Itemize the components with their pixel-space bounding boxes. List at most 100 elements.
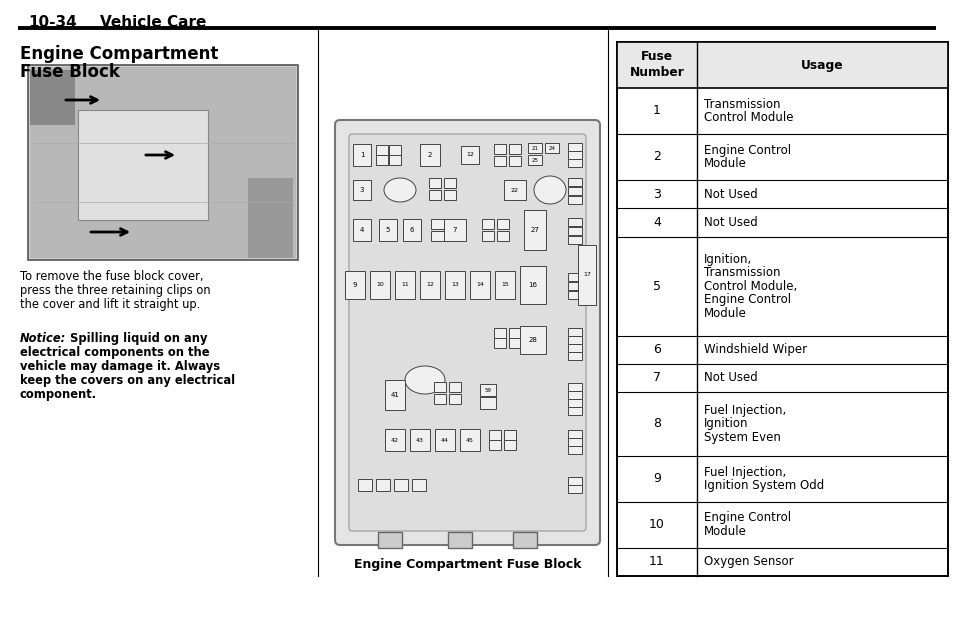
FancyBboxPatch shape: [335, 120, 599, 545]
Bar: [567, 328, 581, 336]
Bar: [419, 271, 439, 299]
Bar: [567, 399, 581, 407]
Bar: [567, 196, 581, 204]
Ellipse shape: [534, 176, 565, 204]
Text: Ignition: Ignition: [703, 417, 748, 431]
Bar: [495, 271, 515, 299]
Bar: [28, 65, 297, 260]
Text: Not Used: Not Used: [703, 371, 757, 385]
Bar: [429, 190, 440, 200]
Bar: [353, 180, 371, 200]
Bar: [353, 219, 371, 241]
Bar: [410, 429, 430, 451]
Bar: [567, 446, 581, 454]
Text: 5: 5: [385, 227, 390, 233]
Text: Control Module: Control Module: [703, 111, 793, 124]
Bar: [519, 326, 545, 354]
Text: 9: 9: [653, 472, 660, 486]
Text: 41: 41: [390, 392, 399, 398]
Bar: [30, 70, 75, 125]
Text: press the three retaining clips on: press the three retaining clips on: [20, 284, 211, 297]
Bar: [497, 231, 509, 241]
Bar: [567, 187, 581, 195]
Text: 9: 9: [353, 282, 356, 288]
Text: keep the covers on any electrical: keep the covers on any electrical: [20, 374, 234, 387]
Text: Transmission: Transmission: [703, 266, 780, 279]
Bar: [494, 156, 505, 166]
Text: 7: 7: [652, 371, 660, 385]
Bar: [419, 144, 439, 166]
Text: electrical components on the: electrical components on the: [20, 346, 210, 359]
Text: 6: 6: [410, 227, 414, 233]
Text: Fuel Injection,: Fuel Injection,: [703, 466, 785, 478]
Text: 42: 42: [391, 438, 398, 443]
Bar: [617, 42, 947, 576]
Bar: [449, 394, 460, 404]
Text: 14: 14: [476, 283, 483, 288]
Text: Fuse
Number: Fuse Number: [629, 50, 683, 80]
Text: 6: 6: [653, 343, 660, 356]
Bar: [567, 438, 581, 446]
Ellipse shape: [405, 366, 444, 394]
Text: 10: 10: [648, 518, 664, 531]
Text: 43: 43: [416, 438, 423, 443]
Bar: [375, 145, 388, 155]
Text: 16: 16: [528, 282, 537, 288]
Text: Windshield Wiper: Windshield Wiper: [703, 343, 806, 356]
Bar: [402, 219, 420, 241]
Text: 10-34: 10-34: [28, 15, 76, 30]
Text: 11: 11: [648, 555, 664, 568]
Text: Module: Module: [703, 306, 746, 320]
Ellipse shape: [384, 178, 416, 202]
Text: vehicle may damage it. Always: vehicle may damage it. Always: [20, 360, 220, 373]
Text: Vehicle Care: Vehicle Care: [100, 15, 206, 30]
Bar: [567, 477, 581, 485]
Bar: [494, 144, 505, 154]
Text: To remove the fuse block cover,: To remove the fuse block cover,: [20, 270, 203, 283]
Text: 4: 4: [653, 216, 660, 229]
Text: Engine Compartment Fuse Block: Engine Compartment Fuse Block: [354, 558, 580, 571]
Bar: [443, 219, 465, 241]
Text: Engine Control: Engine Control: [703, 512, 790, 524]
Text: 3: 3: [359, 187, 364, 193]
Bar: [431, 219, 444, 229]
Bar: [567, 178, 581, 186]
Text: Ignition,: Ignition,: [703, 253, 752, 265]
Bar: [375, 155, 388, 165]
Bar: [449, 382, 460, 392]
Bar: [479, 397, 496, 409]
Bar: [470, 271, 490, 299]
Bar: [494, 328, 505, 338]
Bar: [567, 282, 581, 290]
Bar: [527, 143, 541, 153]
Bar: [519, 266, 545, 304]
Bar: [435, 429, 455, 451]
Bar: [509, 144, 520, 154]
Bar: [567, 383, 581, 391]
Text: Ignition System Odd: Ignition System Odd: [703, 479, 823, 492]
Bar: [481, 231, 494, 241]
Text: 44: 44: [440, 438, 449, 443]
Text: 12: 12: [426, 283, 434, 288]
Bar: [434, 394, 446, 404]
Bar: [460, 146, 478, 164]
Text: 22: 22: [511, 188, 518, 193]
Text: Notice:: Notice:: [20, 332, 66, 345]
Text: Fuel Injection,: Fuel Injection,: [703, 404, 785, 417]
Bar: [378, 219, 396, 241]
Bar: [345, 271, 365, 299]
Text: Engine Compartment: Engine Compartment: [20, 45, 218, 63]
Bar: [527, 155, 541, 165]
Bar: [567, 218, 581, 226]
Text: 1: 1: [359, 152, 364, 158]
Text: System Even: System Even: [703, 431, 781, 444]
Text: Engine Control: Engine Control: [703, 144, 790, 157]
Bar: [567, 159, 581, 167]
Bar: [370, 271, 390, 299]
Text: Module: Module: [703, 525, 746, 538]
Bar: [443, 190, 456, 200]
Bar: [578, 245, 596, 305]
Bar: [78, 110, 208, 220]
Text: 13: 13: [451, 283, 458, 288]
Bar: [479, 384, 496, 396]
